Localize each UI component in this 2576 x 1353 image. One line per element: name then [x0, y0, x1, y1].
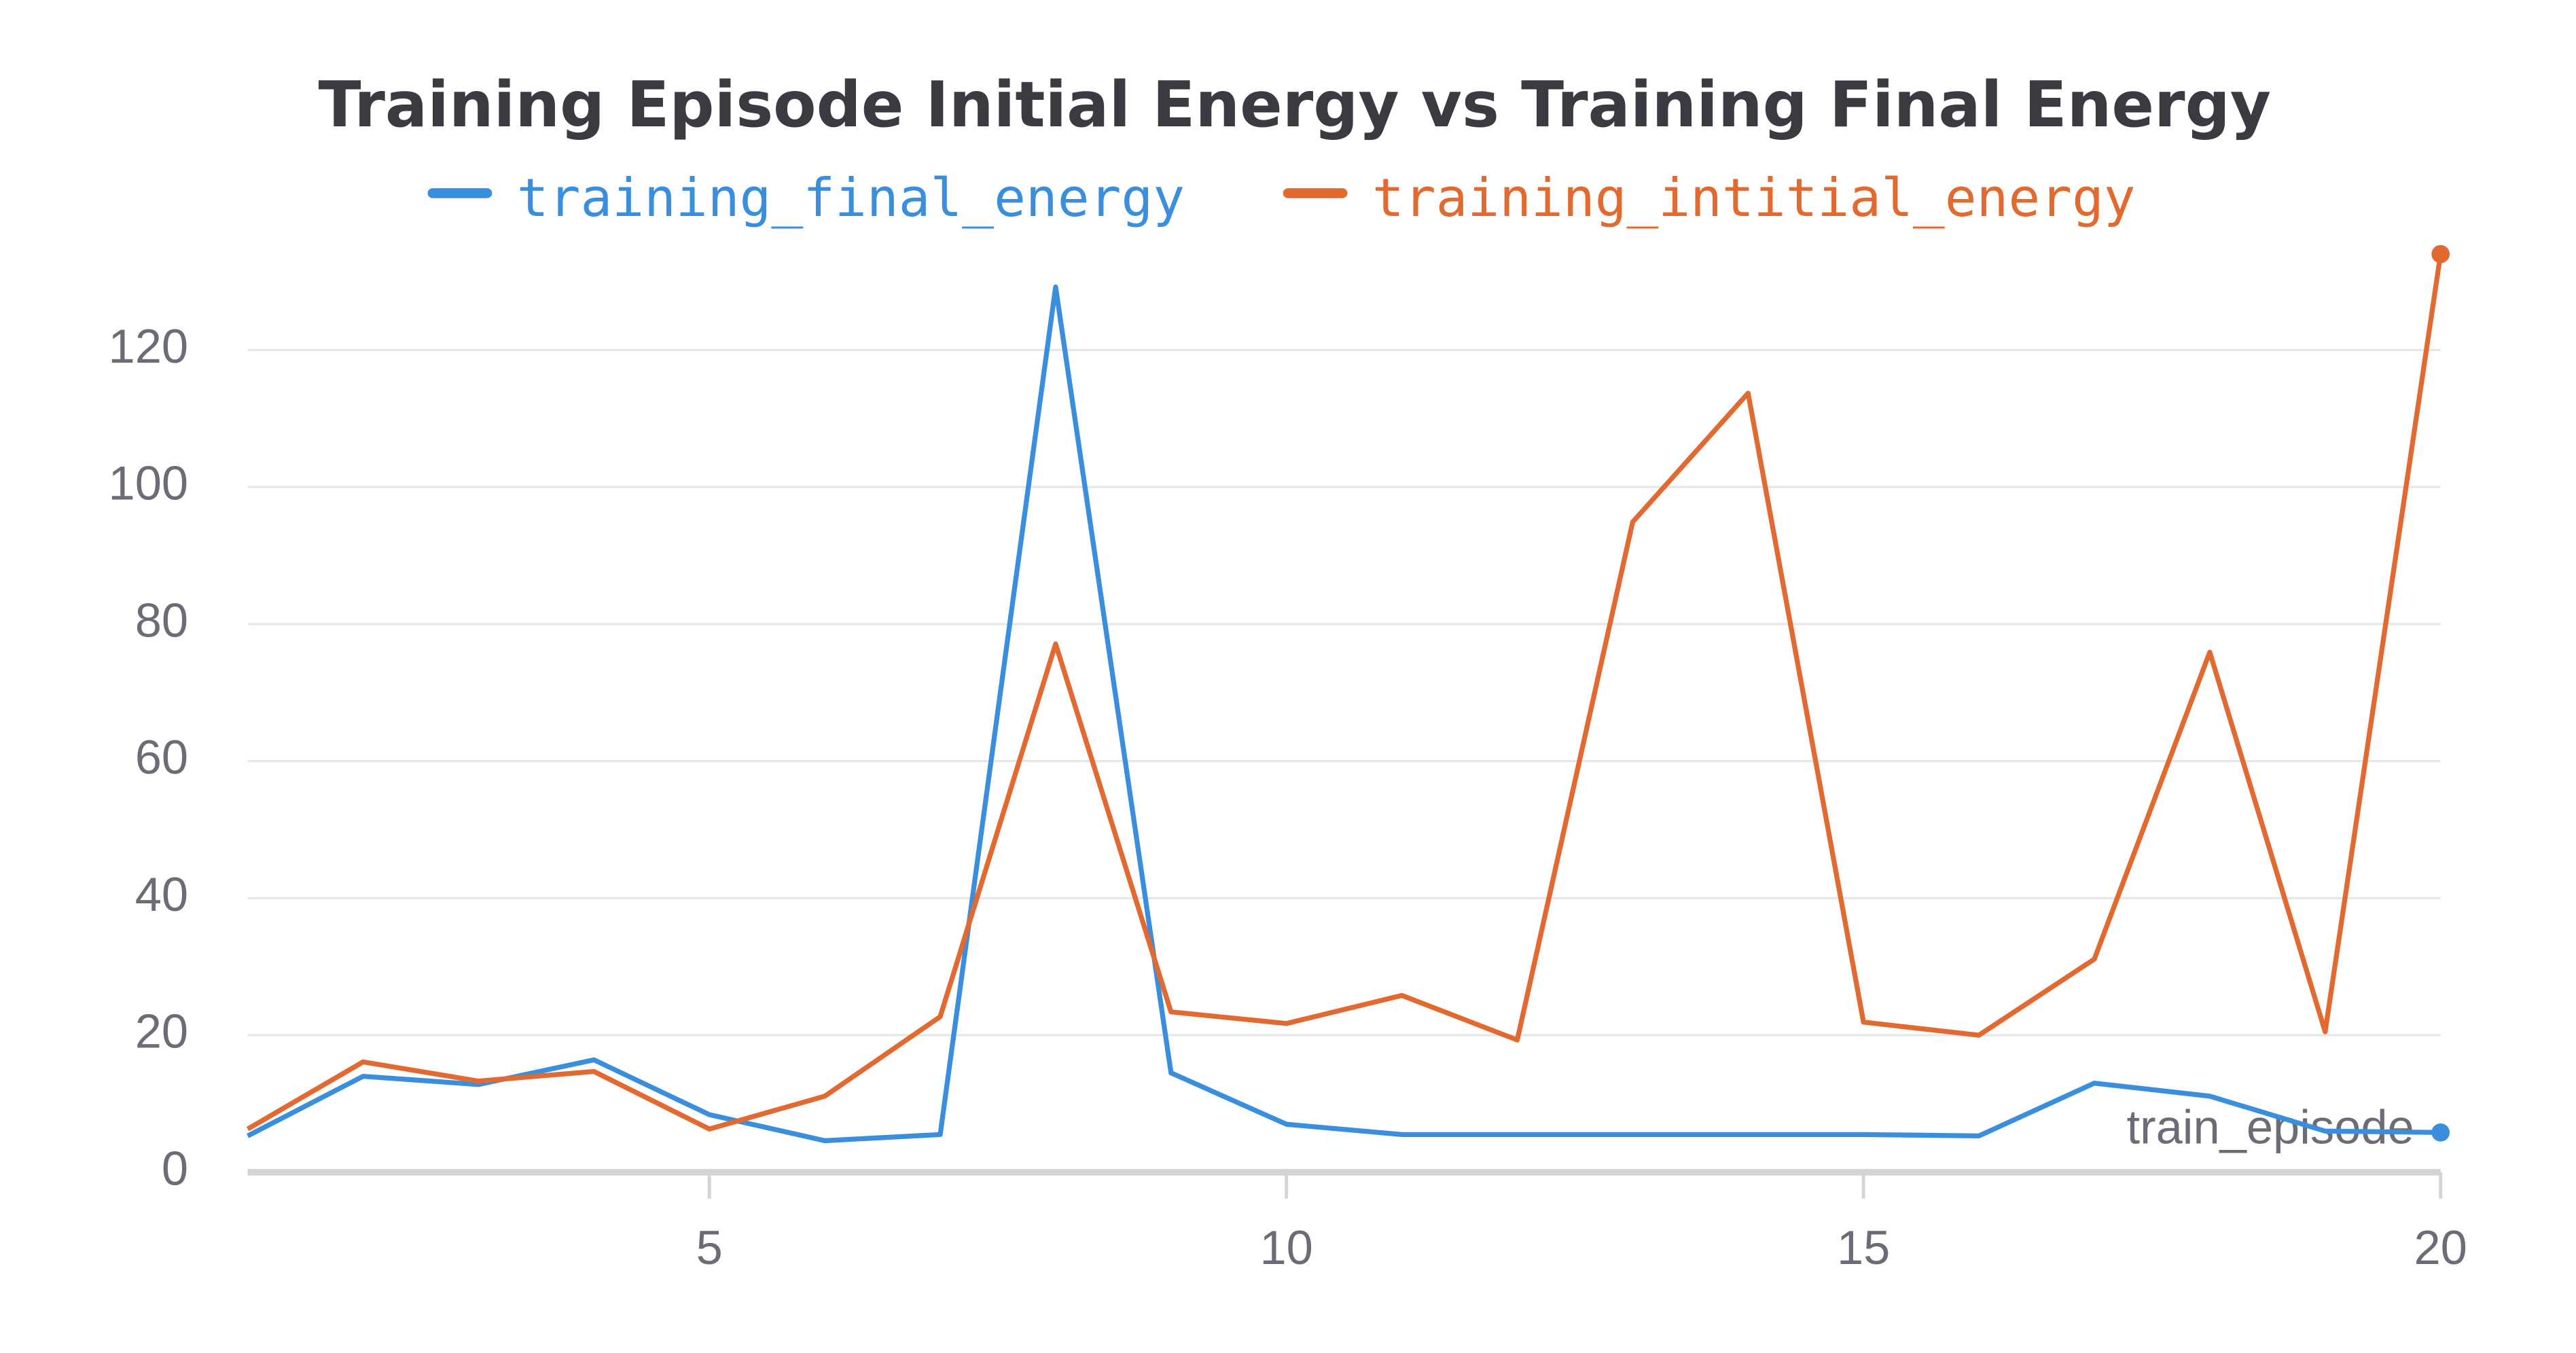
- y-tick-label: 100: [109, 456, 189, 510]
- end-point: [2431, 1123, 2450, 1142]
- y-tick-label: 80: [135, 593, 188, 647]
- series-line: [246, 253, 2444, 1132]
- x-axis-label: train_episode: [2127, 1100, 2414, 1154]
- series-line: [246, 284, 2441, 1144]
- legend-label: training_intitial_energy: [1372, 168, 2136, 229]
- x-tick-label: 5: [696, 1221, 723, 1274]
- y-tick-label: 20: [135, 1005, 188, 1058]
- y-tick-label: 60: [135, 730, 188, 784]
- x-tick-label: 20: [2414, 1221, 2467, 1274]
- legend-label: training_final_energy: [517, 168, 1185, 229]
- y-tick-label: 0: [162, 1141, 188, 1195]
- end-point: [2431, 245, 2450, 264]
- x-tick-label: 15: [1837, 1221, 1890, 1274]
- chart-title: Training Episode Initial Energy vs Train…: [319, 68, 2271, 141]
- y-tick-label: 120: [109, 319, 189, 373]
- y-tick-label: 40: [135, 867, 188, 921]
- x-tick-label: 10: [1259, 1221, 1312, 1274]
